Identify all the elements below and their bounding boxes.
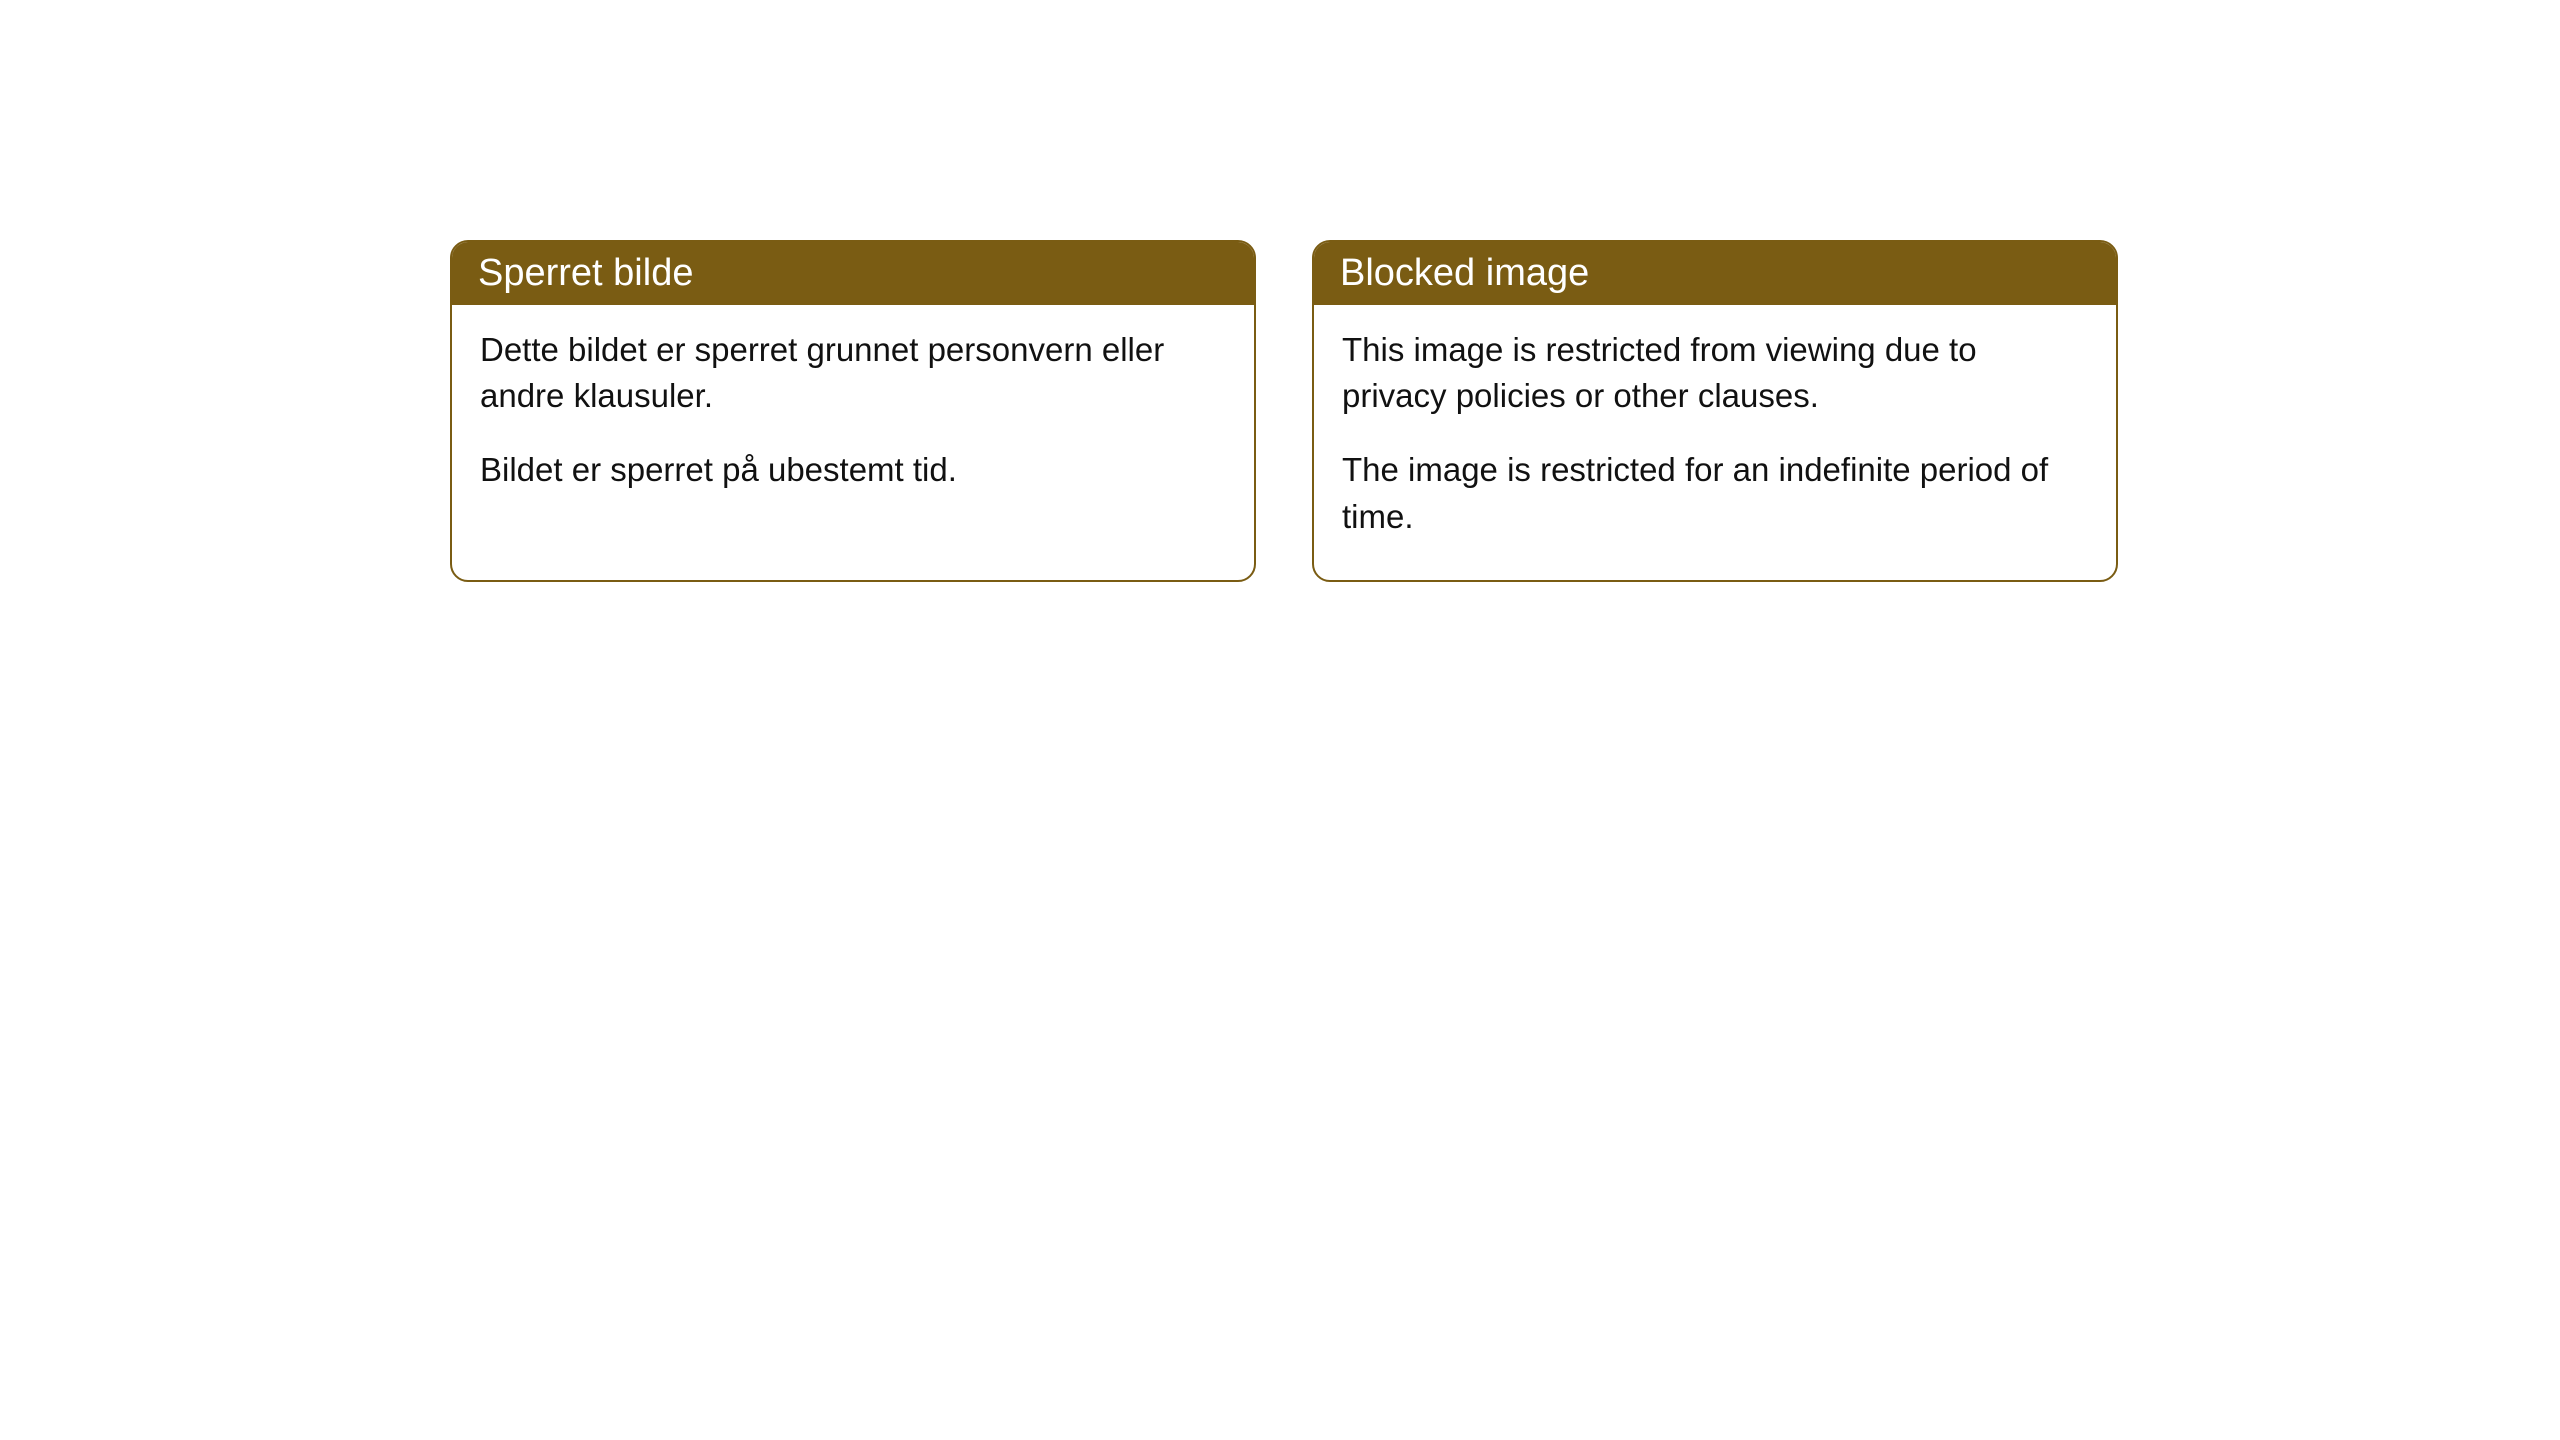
card-title: Blocked image — [1340, 252, 1589, 294]
card-header: Sperret bilde — [452, 242, 1254, 305]
card-header: Blocked image — [1314, 242, 2116, 305]
card-paragraph: This image is restricted from viewing du… — [1342, 327, 2088, 419]
card-body: Dette bildet er sperret grunnet personve… — [452, 305, 1254, 534]
card-paragraph: Bildet er sperret på ubestemt tid. — [480, 447, 1226, 493]
card-title: Sperret bilde — [478, 252, 693, 294]
blocked-image-card-norwegian: Sperret bilde Dette bildet er sperret gr… — [450, 240, 1256, 582]
card-body: This image is restricted from viewing du… — [1314, 305, 2116, 580]
card-paragraph: The image is restricted for an indefinit… — [1342, 447, 2088, 539]
card-paragraph: Dette bildet er sperret grunnet personve… — [480, 327, 1226, 419]
blocked-image-card-english: Blocked image This image is restricted f… — [1312, 240, 2118, 582]
cards-container: Sperret bilde Dette bildet er sperret gr… — [0, 0, 2560, 582]
